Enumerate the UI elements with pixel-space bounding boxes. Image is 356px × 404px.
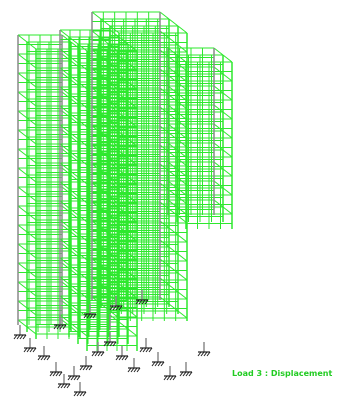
brace (169, 285, 178, 292)
brace (214, 124, 223, 131)
brace (18, 73, 27, 80)
brace (18, 206, 27, 213)
brace (18, 111, 27, 118)
brace (27, 308, 36, 315)
brace (223, 93, 232, 100)
brace (214, 48, 223, 55)
model-viewport: Load 3 : Displacement (0, 0, 356, 404)
brace (178, 273, 187, 280)
brace (178, 254, 187, 261)
brace (27, 61, 36, 68)
brace (214, 105, 223, 112)
brace (18, 168, 27, 175)
brace (223, 169, 232, 176)
brace (169, 266, 178, 273)
brace (27, 118, 36, 125)
brace (128, 329, 137, 336)
brace (214, 67, 223, 74)
page: Load 3 : Displacement (() => { const dat… (0, 0, 356, 404)
brace (169, 19, 178, 26)
brace (18, 54, 27, 61)
brace (27, 80, 36, 87)
brace (223, 112, 232, 119)
brace (101, 19, 110, 26)
brace (27, 175, 36, 182)
brace (18, 301, 27, 308)
load-case-label: Load 3 : Displacement (232, 369, 332, 378)
brace (18, 244, 27, 251)
brace (27, 194, 36, 201)
brace (18, 263, 27, 270)
brace (18, 149, 27, 156)
brace (214, 143, 223, 150)
brace (214, 200, 223, 207)
brace (214, 181, 223, 188)
brace (27, 156, 36, 163)
brace (223, 55, 232, 62)
brace (27, 251, 36, 258)
brace (169, 228, 178, 235)
brace (92, 12, 101, 19)
brace (18, 187, 27, 194)
brace (169, 247, 178, 254)
brace (27, 270, 36, 277)
brace (223, 74, 232, 81)
brace (27, 99, 36, 106)
brace (214, 162, 223, 169)
brace (214, 86, 223, 93)
brace (178, 26, 187, 33)
brace (27, 42, 36, 49)
brace (160, 12, 169, 19)
brace (18, 282, 27, 289)
brace (18, 225, 27, 232)
brace (223, 150, 232, 157)
brace (27, 213, 36, 220)
brace (27, 327, 36, 334)
brace (223, 188, 232, 195)
structure-frames (18, 12, 232, 351)
brace (27, 289, 36, 296)
brace (178, 311, 187, 318)
brace (223, 207, 232, 214)
brace (27, 232, 36, 239)
brace (178, 235, 187, 242)
brace (169, 38, 178, 45)
brace (27, 137, 36, 144)
brace (223, 131, 232, 138)
brace (169, 304, 178, 311)
brace (18, 130, 27, 137)
brace (178, 292, 187, 299)
brace (18, 35, 27, 42)
brace (18, 92, 27, 99)
